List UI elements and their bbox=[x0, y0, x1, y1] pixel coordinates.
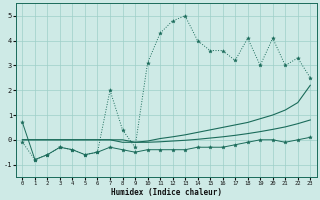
X-axis label: Humidex (Indice chaleur): Humidex (Indice chaleur) bbox=[111, 188, 222, 197]
